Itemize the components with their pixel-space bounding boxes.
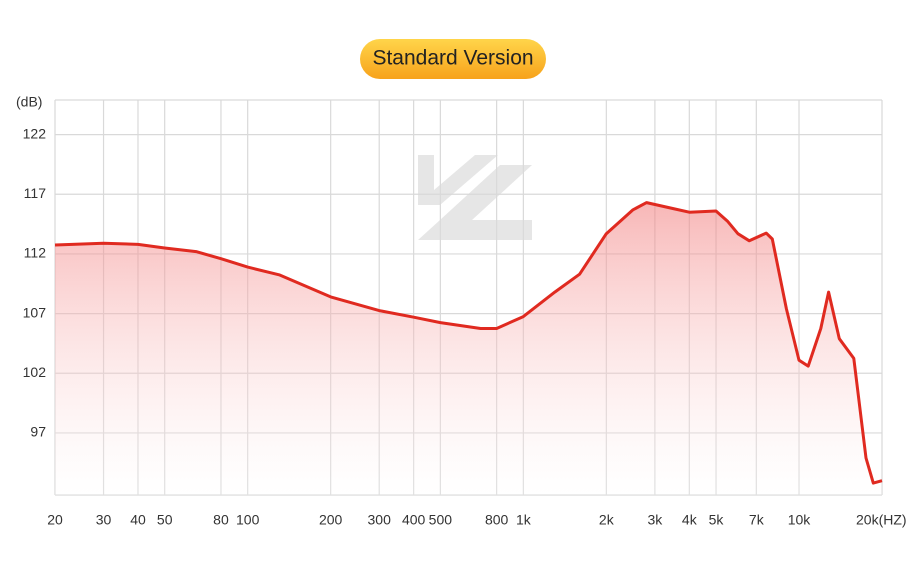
title-badge <box>360 39 546 79</box>
chart-title: Standard Version <box>372 47 533 70</box>
x-tick-label: 7k <box>749 512 765 528</box>
watermark <box>418 155 532 240</box>
x-tick-label: 20 <box>47 512 63 528</box>
response-line <box>54 201 883 485</box>
x-tick-label: 4k <box>682 512 698 528</box>
x-tick-label: 100 <box>236 512 260 528</box>
y-tick-label: 102 <box>23 364 47 380</box>
y-tick-label: 122 <box>23 125 47 141</box>
x-tick-label: 2k <box>599 512 615 528</box>
x-tick-label: 50 <box>157 512 173 528</box>
x-tick-label: 3k <box>647 512 663 528</box>
y-tick-label: 112 <box>24 245 47 261</box>
y-tick-label: 97 <box>30 424 46 440</box>
x-tick-label: 40 <box>130 512 146 528</box>
y-axis-label: (dB) <box>16 94 42 110</box>
x-tick-label: 500 <box>429 512 453 528</box>
x-tick-label: 300 <box>368 512 392 528</box>
x-tick-label: 10k <box>788 512 812 528</box>
x-tick-label: 30 <box>96 512 112 528</box>
x-tick-label: 20k(HZ) <box>856 512 907 528</box>
y-tick-label: 117 <box>24 185 47 201</box>
x-tick-label: 400 <box>402 512 426 528</box>
y-tick-label: 107 <box>23 304 47 320</box>
x-tick-label: 800 <box>485 512 509 528</box>
x-tick-label: 1k <box>516 512 532 528</box>
x-tick-label: 80 <box>213 512 229 528</box>
x-tick-label: 5k <box>709 512 725 528</box>
x-tick-label: 200 <box>319 512 343 528</box>
area-fill <box>55 202 882 495</box>
